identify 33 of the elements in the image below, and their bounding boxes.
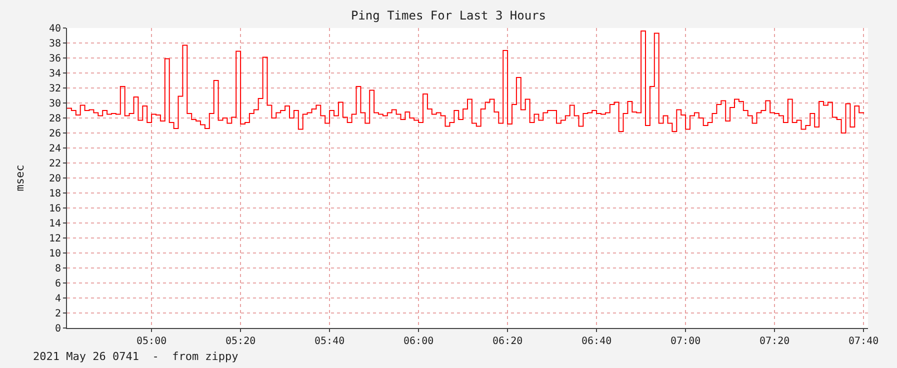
y-tick-label: 34 xyxy=(48,68,61,80)
y-tick-label: 22 xyxy=(48,158,61,170)
x-tick-label: 05:00 xyxy=(136,336,167,347)
y-tick-label: 38 xyxy=(48,38,61,50)
y-tick-label: 16 xyxy=(48,204,61,214)
y-tick-label: 40 xyxy=(48,24,61,34)
y-axis-title: msec xyxy=(14,164,27,192)
y-tick-label: 28 xyxy=(48,114,61,124)
x-tick-label: 07:20 xyxy=(759,336,790,347)
y-tick-label: 30 xyxy=(48,98,61,110)
x-tick-label: 05:40 xyxy=(314,336,345,347)
y-tick-label: 2 xyxy=(54,308,61,320)
y-tick-label: 24 xyxy=(48,144,61,154)
text: 2021 May 26 0741 - from zippy xyxy=(33,350,239,363)
x-tick-label: 05:20 xyxy=(225,336,256,347)
x-tick-label: 06:40 xyxy=(581,336,612,347)
y-tick-label: 20 xyxy=(48,174,61,184)
x-tick-label: 06:20 xyxy=(492,336,523,347)
y-tick-label: 4 xyxy=(54,294,61,304)
y-tick-label: 0 xyxy=(54,324,61,334)
chart-title: Ping Times For Last 3 Hours xyxy=(350,8,546,22)
y-tick-label: 26 xyxy=(48,128,61,140)
x-tick-label: 07:00 xyxy=(670,336,701,347)
y-tick-label: 18 xyxy=(48,188,61,200)
x-tick-label: 07:40 xyxy=(848,336,879,347)
y-tick-label: 32 xyxy=(48,84,61,94)
y-tick-label: 6 xyxy=(54,278,61,290)
y-tick-label: 8 xyxy=(54,264,61,274)
x-tick-label: 06:00 xyxy=(403,336,434,347)
y-tick-label: 14 xyxy=(48,218,61,230)
y-tick-label: 12 xyxy=(48,234,61,244)
y-tick-label: 36 xyxy=(48,54,61,64)
y-tick-label: 10 xyxy=(48,248,61,260)
